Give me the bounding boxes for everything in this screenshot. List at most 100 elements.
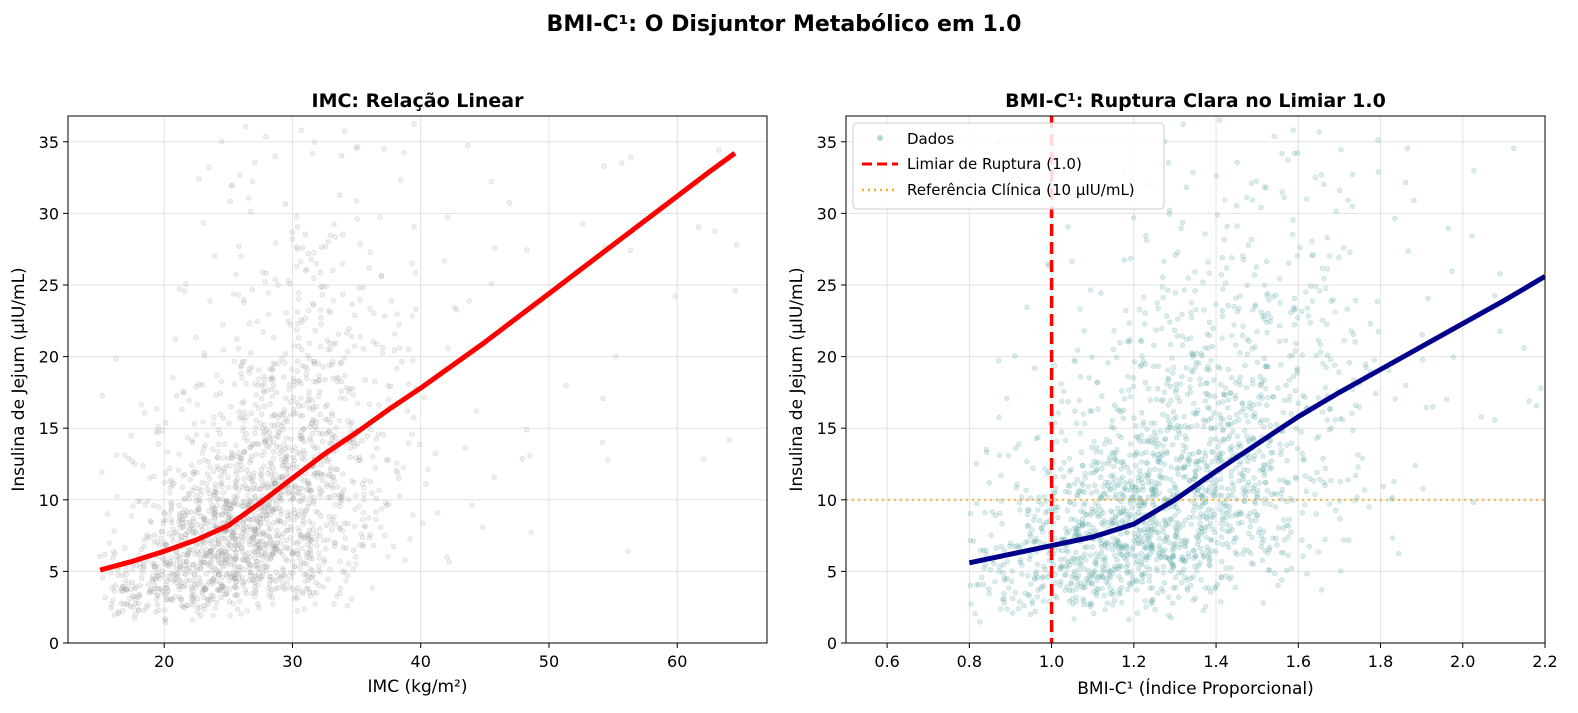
scatter-point (1225, 492, 1232, 499)
scatter-point (1217, 411, 1223, 418)
scatter-point (294, 399, 300, 406)
scatter-point (1226, 414, 1233, 421)
scatter-point (1171, 481, 1177, 487)
scatter-point (1204, 516, 1211, 522)
scatter-point (317, 411, 323, 417)
scatter-point (1151, 483, 1157, 489)
panel-bmic-reference-lines (846, 116, 1545, 643)
scatter-point (183, 558, 190, 565)
scatter-point (1263, 185, 1269, 191)
scatter-point (1138, 459, 1145, 465)
panel-bmic-x-ticks: 0.6 0.8 1.0 1.2 1.4 1.6 1.8 2.0 2.2 (874, 643, 1558, 671)
scatter-point (247, 444, 254, 450)
scatter-point (248, 536, 254, 543)
scatter-point (173, 549, 180, 556)
scatter-point (1123, 556, 1130, 562)
scatter-point (193, 493, 199, 499)
scatter-point (294, 368, 301, 374)
scatter-point (1042, 510, 1049, 516)
scatter-point (1195, 538, 1202, 544)
scatter-point (1022, 590, 1028, 596)
scatter-point (328, 464, 334, 471)
scatter-point (1299, 450, 1306, 457)
scatter-point (236, 541, 243, 548)
legend-label-dados: Dados (907, 130, 954, 148)
scatter-point (169, 597, 176, 603)
scatter-point (262, 439, 269, 445)
scatter-point (1204, 544, 1210, 550)
scatter-point (332, 234, 339, 240)
scatter-point (1086, 577, 1092, 583)
scatter-point (270, 477, 276, 483)
scatter-point (111, 588, 118, 595)
scatter-point (1375, 328, 1382, 335)
scatter-point (343, 578, 349, 584)
scatter-point (294, 547, 300, 554)
scatter-point (249, 442, 256, 448)
scatter-point (385, 397, 392, 403)
scatter-point (1116, 511, 1122, 517)
scatter-point (1159, 325, 1165, 332)
scatter-point (252, 493, 258, 499)
panel-imc-fit-line (99, 151, 737, 573)
scatter-point (1304, 571, 1310, 577)
scatter-point (207, 464, 213, 470)
scatter-point (1373, 391, 1379, 397)
scatter-point (392, 331, 398, 337)
scatter-point (1120, 505, 1127, 511)
scatter-point (1168, 559, 1174, 565)
scatter-point (274, 539, 281, 546)
scatter-point (445, 214, 451, 221)
scatter-point (1123, 487, 1130, 493)
scatter-point (1071, 568, 1078, 574)
scatter-point (1215, 459, 1222, 465)
scatter-point (1224, 540, 1230, 547)
scatter-point (1324, 417, 1331, 423)
scatter-point (1229, 527, 1236, 533)
scatter-point (291, 506, 297, 513)
scatter-point (1146, 472, 1152, 478)
scatter-point (1217, 439, 1223, 445)
scatter-point (1205, 553, 1211, 560)
scatter-point (396, 321, 402, 328)
scatter-point (1118, 409, 1124, 415)
scatter-point (156, 564, 162, 571)
scatter-point (279, 448, 285, 454)
scatter-point (1144, 459, 1150, 466)
scatter-point (254, 548, 260, 555)
scatter-point (1259, 313, 1266, 320)
scatter-point (1112, 563, 1118, 569)
scatter-point (1017, 507, 1023, 513)
scatter-point (219, 583, 226, 589)
scatter-point (238, 253, 244, 260)
scatter-point (280, 530, 286, 537)
scatter-point (1245, 513, 1251, 520)
scatter-point (296, 343, 302, 349)
scatter-point (198, 564, 204, 571)
scatter-point (997, 563, 1003, 570)
scatter-point (1118, 459, 1124, 466)
scatter-point (1114, 458, 1120, 464)
scatter-point (1333, 208, 1339, 215)
scatter-point (313, 469, 320, 476)
scatter-point (1082, 551, 1088, 557)
scatter-point (273, 532, 280, 539)
scatter-point (235, 346, 242, 352)
scatter-point (228, 449, 235, 455)
scatter-point (246, 549, 252, 556)
scatter-point (1159, 274, 1166, 280)
scatter-point (1320, 409, 1326, 415)
scatter-point (1430, 404, 1436, 410)
scatter-point (405, 440, 412, 446)
scatter-point (1031, 517, 1037, 523)
scatter-point (259, 396, 265, 402)
scatter-point (1188, 300, 1195, 306)
scatter-point (419, 520, 426, 526)
scatter-point (207, 559, 213, 565)
scatter-point (1087, 552, 1094, 559)
scatter-point (296, 555, 303, 561)
scatter-point (1268, 491, 1275, 498)
scatter-point (1246, 437, 1252, 443)
scatter-point (256, 486, 263, 492)
scatter-point (1337, 479, 1344, 485)
